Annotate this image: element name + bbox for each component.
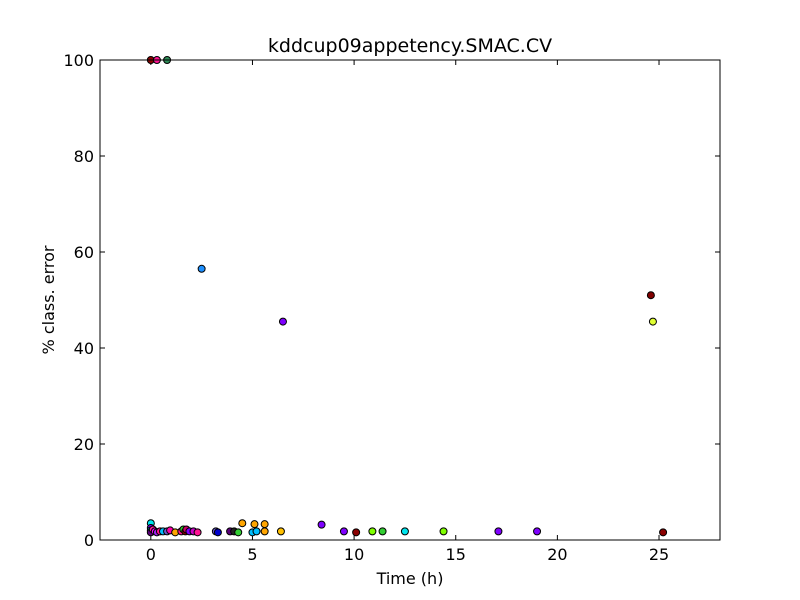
plot-area — [100, 60, 720, 540]
x-tick-label: 25 — [649, 545, 669, 564]
y-tick-label: 0 — [84, 531, 94, 550]
y-tick-label: 80 — [74, 147, 94, 166]
data-point — [197, 264, 206, 273]
data-point — [368, 527, 377, 536]
data-point — [400, 527, 409, 536]
data-point — [648, 317, 657, 326]
x-tick-label: 15 — [446, 545, 466, 564]
data-points — [146, 56, 668, 537]
chart-title: kddcup09appetency.SMAC.CV — [268, 35, 552, 57]
data-point — [276, 527, 285, 536]
data-point — [260, 527, 269, 536]
data-point — [260, 520, 269, 529]
y-tick-label: 40 — [74, 339, 94, 358]
axis-ticks: 0 5 10 15 20 25 0 20 40 60 80 100 — [63, 51, 720, 564]
x-tick-label: 20 — [547, 545, 567, 564]
data-point — [533, 527, 542, 536]
data-point — [252, 527, 261, 536]
x-tick-label: 5 — [247, 545, 257, 564]
data-point — [250, 520, 259, 529]
data-point — [439, 527, 448, 536]
x-tick-label: 0 — [146, 545, 156, 564]
data-point — [278, 317, 287, 326]
data-point — [213, 528, 222, 537]
data-point — [317, 520, 326, 529]
plot-frame — [99, 59, 721, 541]
x-axis-label: Time (h) — [376, 569, 444, 588]
data-point — [378, 527, 387, 536]
data-point — [646, 291, 655, 300]
y-tick-label: 100 — [63, 51, 94, 70]
data-point — [494, 527, 503, 536]
x-tick-label: 10 — [344, 545, 364, 564]
y-tick-label: 20 — [74, 435, 94, 454]
data-point — [238, 519, 247, 528]
data-point — [352, 528, 361, 537]
data-point — [659, 528, 668, 537]
data-point — [193, 528, 202, 537]
data-point — [234, 528, 243, 537]
data-point — [339, 527, 348, 536]
y-axis-label: % class. error — [39, 245, 58, 354]
y-tick-label: 60 — [74, 243, 94, 262]
